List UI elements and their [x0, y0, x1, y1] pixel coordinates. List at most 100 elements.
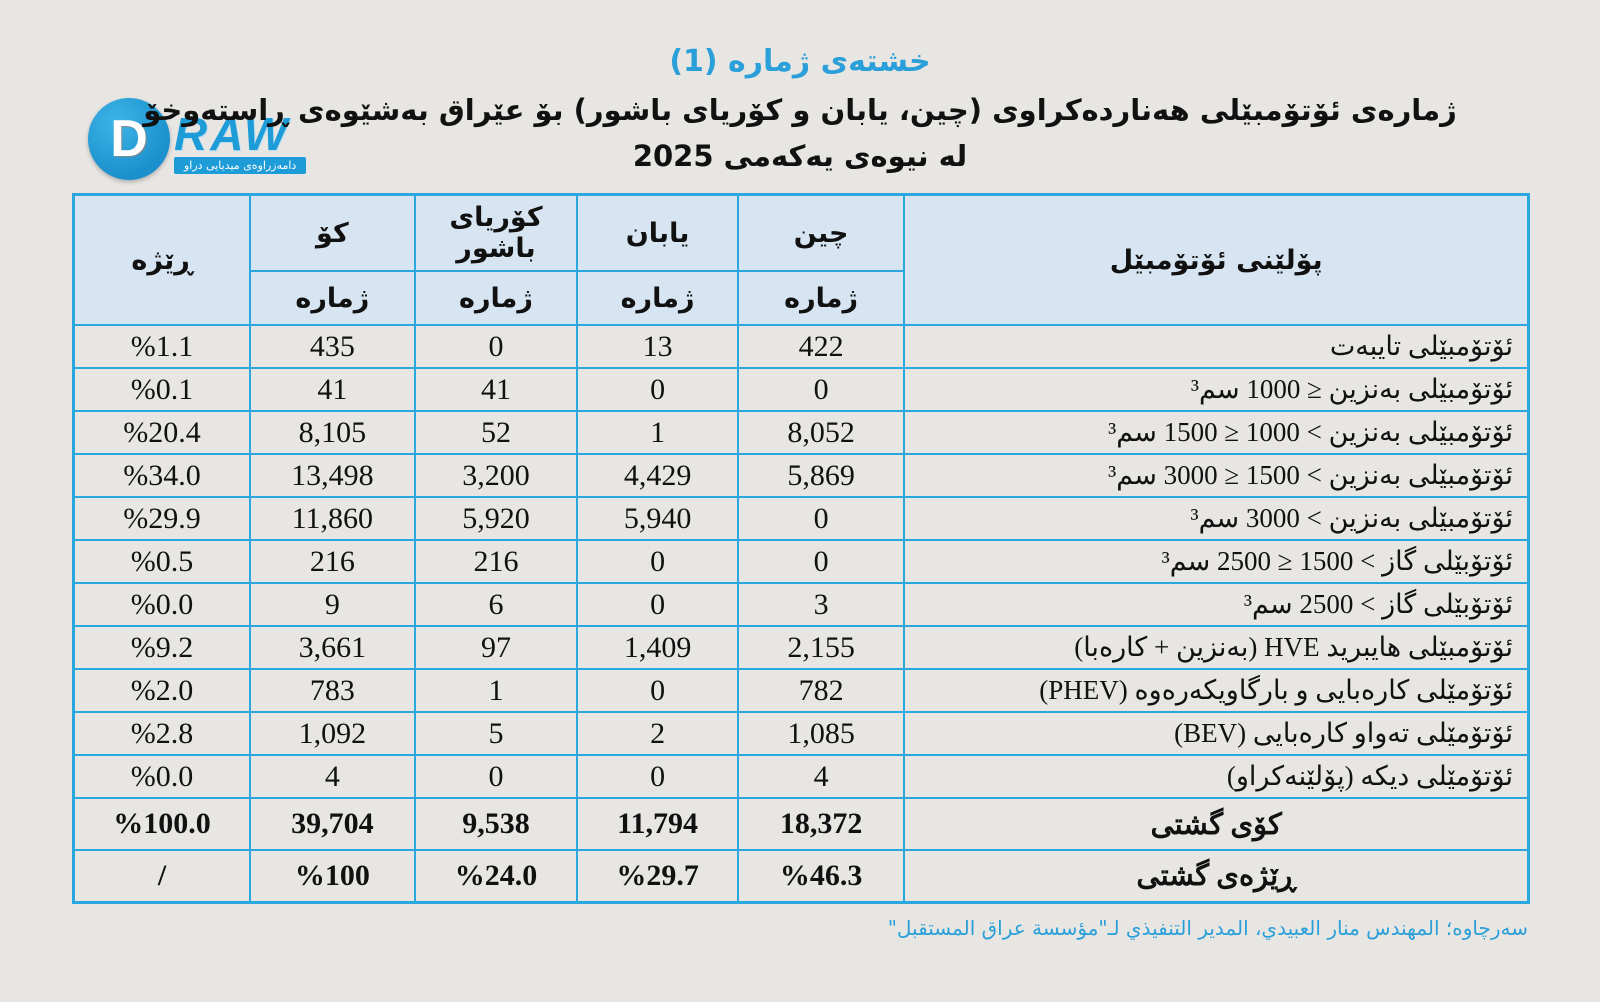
- logo-raw-text: RAW: [174, 108, 291, 160]
- cell-china: 2,155: [736, 625, 906, 670]
- header-count-china: ژماره: [736, 270, 906, 326]
- row-label: ئۆتۆمێلی تەواو کارەبایی (BEV): [903, 711, 1530, 756]
- main-title: ژمارەی ئۆتۆمبێلی هەناردەکراوی (چین، یابا…: [143, 93, 1457, 127]
- cell-rate: %1.1: [72, 324, 252, 369]
- row-label: ئۆتۆمێلی کارەبایی و بارگاویکەرەوه (PHEV): [903, 668, 1530, 713]
- header-rate: ڕێژه: [72, 193, 252, 326]
- cell-total: 1,092: [249, 711, 416, 756]
- cell-total: 3,661: [249, 625, 416, 670]
- cell-south-korea: 3,200: [413, 453, 579, 498]
- rate-japan: %29.7: [576, 849, 739, 903]
- cell-south-korea: 0: [413, 754, 579, 799]
- header-count-south-korea: ژماره: [413, 270, 579, 326]
- header-count-japan: ژماره: [576, 270, 739, 326]
- row-label: ئۆتۆمبێلی تایبەت: [903, 324, 1530, 369]
- cell-south-korea: 97: [413, 625, 579, 670]
- cell-japan: 1: [576, 410, 739, 455]
- title-block: خشتەی ژماره (1) ژمارەی ئۆتۆمبێلی هەناردە…: [0, 44, 1600, 173]
- rate-south-korea: %24.0: [413, 849, 579, 903]
- table-row: ئۆتۆمبێلی بەنزین > 1000 ≤ 1500 سم³ 8,052…: [72, 410, 1530, 455]
- cell-rate: %0.5: [72, 539, 252, 584]
- table-row: ئۆتۆمبێلی بەنزین > 1500 ≤ 3000 سم³ 5,869…: [72, 453, 1530, 498]
- cell-japan: 2: [576, 711, 739, 756]
- table-body: ئۆتۆمبێلی تایبەت 422 13 0 435 %1.1 ئۆتۆم…: [72, 324, 1530, 903]
- row-label: ئۆتۆمبێلی بەنزین > 1500 ≤ 3000 سم³: [903, 453, 1530, 498]
- cell-japan: 0: [576, 668, 739, 713]
- total-rate: %100.0: [72, 797, 252, 851]
- table-row: ئۆتۆبێلی گاز > 2500 سم³ 3 0 6 9 %0.0: [72, 582, 1530, 627]
- cell-japan: 0: [576, 754, 739, 799]
- row-label: ئۆتۆمبێلی هایبرید HVE (بەنزین + کارەبا): [903, 625, 1530, 670]
- cell-total: 216: [249, 539, 416, 584]
- cell-china: 0: [736, 367, 906, 412]
- header-japan: یابان: [576, 193, 739, 272]
- row-label: ئۆتۆمبێلی بەنزین > 1000 ≤ 1500 سم³: [903, 410, 1530, 455]
- table-row: ئۆتۆمێلی کارەبایی و بارگاویکەرەوه (PHEV)…: [72, 668, 1530, 713]
- source-note: سەرچاوه؛ المهندس منار العبيدي، المدير ال…: [887, 916, 1528, 940]
- cell-total: 11,860: [249, 496, 416, 541]
- header-row-countries: پۆلێنی ئۆتۆمبێل چین یابان کۆریای باشور ک…: [72, 193, 1530, 326]
- grand-total-row: کۆی گشتی 18,372 11,794 9,538 39,704 %100…: [72, 797, 1530, 851]
- cell-japan: 0: [576, 367, 739, 412]
- cell-rate: %9.2: [72, 625, 252, 670]
- cell-south-korea: 0: [413, 324, 579, 369]
- header-china: چین: [736, 193, 906, 272]
- total-china: 18,372: [736, 797, 906, 851]
- cell-south-korea: 216: [413, 539, 579, 584]
- row-label: ئۆتۆمێلی دیکه (پۆلێنەکراو): [903, 754, 1530, 799]
- cell-total: 783: [249, 668, 416, 713]
- table-row: ئۆتۆمبێلی بەنزین > 3000 سم³ 0 5,940 5,92…: [72, 496, 1530, 541]
- cell-total: 435: [249, 324, 416, 369]
- cell-south-korea: 6: [413, 582, 579, 627]
- cell-south-korea: 5,920: [413, 496, 579, 541]
- header-row-count: ژماره ژماره ژماره ژماره: [74, 270, 1529, 326]
- rate-total: %100: [249, 849, 416, 903]
- cell-rate: %0.0: [72, 754, 252, 799]
- rate-row-label: ڕێژەی گشتی: [903, 849, 1530, 903]
- cell-japan: 5,940: [576, 496, 739, 541]
- table-row: ئۆتۆبێلی گاز > 1500 ≤ 2500 سم³ 0 0 216 2…: [72, 539, 1530, 584]
- cell-china: 5,869: [736, 453, 906, 498]
- overall-rate-row: ڕێژەی گشتی %46.3 %29.7 %24.0 %100 /: [72, 849, 1530, 903]
- total-row-label: کۆی گشتی: [903, 797, 1530, 851]
- cell-china: 8,052: [736, 410, 906, 455]
- cell-total: 9: [249, 582, 416, 627]
- cell-china: 1,085: [736, 711, 906, 756]
- cell-rate: %34.0: [72, 453, 252, 498]
- logo-d-icon: D: [88, 98, 170, 180]
- header-south-korea: کۆریای باشور: [413, 193, 579, 272]
- cell-china: 0: [736, 539, 906, 584]
- cell-rate: %29.9: [72, 496, 252, 541]
- total-south-korea: 9,538: [413, 797, 579, 851]
- rate-rate: /: [72, 849, 252, 903]
- header-count-total: ژماره: [249, 270, 416, 326]
- total-total: 39,704: [249, 797, 416, 851]
- cell-south-korea: 1: [413, 668, 579, 713]
- row-label: ئۆتۆبێلی گاز > 2500 سم³: [903, 582, 1530, 627]
- table-row: ئۆتۆمبێلی تایبەت 422 13 0 435 %1.1: [72, 324, 1530, 369]
- table-row: ئۆتۆمبێلی هایبرید HVE (بەنزین + کارەبا) …: [72, 625, 1530, 670]
- cell-japan: 4,429: [576, 453, 739, 498]
- table-row: ئۆتۆمێلی تەواو کارەبایی (BEV) 1,085 2 5 …: [72, 711, 1530, 756]
- logo-d-letter: D: [110, 110, 148, 168]
- cell-south-korea: 5: [413, 711, 579, 756]
- cell-rate: %0.1: [72, 367, 252, 412]
- logo-tagline: دامەزراوەی میدیایی دراو: [174, 157, 307, 174]
- cell-china: 422: [736, 324, 906, 369]
- cell-china: 3: [736, 582, 906, 627]
- logo-text-block: RAW دامەزراوەی میدیایی دراو: [174, 108, 307, 174]
- cell-rate: %2.8: [72, 711, 252, 756]
- header-total: کۆ: [249, 193, 416, 272]
- row-label: ئۆتۆمبێلی بەنزین ≤ 1000 سم³: [903, 367, 1530, 412]
- cell-south-korea: 52: [413, 410, 579, 455]
- row-label: ئۆتۆمبێلی بەنزین > 3000 سم³: [903, 496, 1530, 541]
- export-table: پۆلێنی ئۆتۆمبێل چین یابان کۆریای باشور ک…: [72, 193, 1530, 904]
- draw-logo: D RAW دامەزراوەی میدیایی دراو: [88, 98, 307, 180]
- row-label: ئۆتۆبێلی گاز > 1500 ≤ 2500 سم³: [903, 539, 1530, 584]
- cell-rate: %0.0: [72, 582, 252, 627]
- table-number-title: خشتەی ژماره (1): [669, 44, 931, 79]
- cell-total: 13,498: [249, 453, 416, 498]
- table-row: ئۆتۆمبێلی بەنزین ≤ 1000 سم³ 0 0 41 41 %0…: [72, 367, 1530, 412]
- cell-south-korea: 41: [413, 367, 579, 412]
